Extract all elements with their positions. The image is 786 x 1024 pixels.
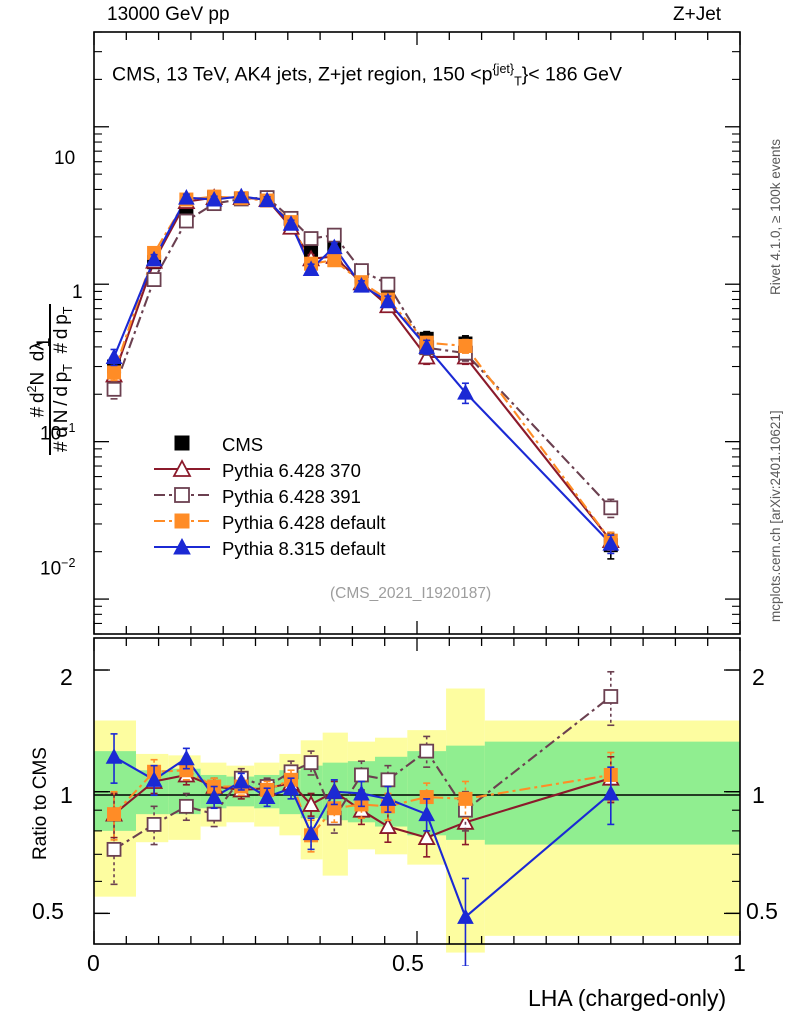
- main-ytick-label-1e-2: 10−2: [40, 556, 76, 580]
- header-left-energy: 13000 GeV pp: [107, 4, 230, 25]
- data-marker: [173, 537, 191, 555]
- data-marker: [303, 755, 319, 771]
- data-marker: [205, 788, 223, 805]
- legend-item-cms[interactable]: CMS: [222, 434, 263, 456]
- legend-label-p391: Pythia 6.428 391: [222, 486, 361, 507]
- plot-title-main: CMS, 13 TeV, AK4 jets, Z+jet region, 150…: [112, 63, 493, 86]
- data-marker: [172, 459, 192, 477]
- data-marker: [232, 772, 250, 789]
- data-marker: [282, 215, 300, 231]
- ratio-ytick-label-1-left: 1: [60, 782, 73, 808]
- data-marker: [379, 292, 397, 309]
- legend-label-pdefault: Pythia 6.428 default: [222, 512, 386, 533]
- data-marker: [105, 348, 123, 364]
- ratio-uncertainty-band-inner: [375, 756, 408, 827]
- plot-title-subscript: T: [514, 74, 522, 89]
- data-marker: [174, 435, 190, 451]
- ratio-yaxis-label-text: Ratio to CMS: [30, 747, 51, 860]
- data-marker: [325, 238, 343, 255]
- data-marker: [327, 253, 342, 268]
- legend-item-pdefault[interactable]: Pythia 6.428 default: [222, 512, 386, 534]
- data-marker: [178, 749, 195, 766]
- ratio-ytick-label-2-left: 2: [60, 664, 73, 690]
- data-marker: [602, 784, 620, 801]
- xtick-label-1: 1: [733, 950, 746, 976]
- data-marker: [258, 788, 276, 805]
- data-marker: [107, 807, 122, 822]
- legend-item-p391[interactable]: Pythia 6.428 391: [222, 486, 361, 508]
- xtick-label-0: 0: [87, 950, 100, 976]
- data-marker: [378, 817, 397, 834]
- data-marker: [206, 806, 222, 822]
- ratio-ytick-label-2-right: 2: [752, 664, 765, 690]
- plot-title-tail: }< 186 GeV: [521, 63, 622, 86]
- legend-item-p370[interactable]: Pythia 6.428 370: [222, 460, 361, 482]
- data-marker: [353, 784, 370, 801]
- data-marker: [457, 384, 474, 400]
- legend-markers: [154, 435, 210, 555]
- data-marker: [418, 338, 436, 354]
- data-marker: [105, 748, 123, 764]
- data-marker: [178, 798, 194, 814]
- data-marker: [354, 263, 369, 279]
- data-marker: [282, 779, 300, 796]
- data-marker: [603, 689, 619, 704]
- data-marker: [380, 276, 396, 292]
- data-marker: [303, 231, 319, 246]
- plot-title: CMS, 13 TeV, AK4 jets, Z+jet region, 150…: [112, 62, 622, 88]
- data-marker: [146, 817, 162, 832]
- data-marker: [419, 743, 435, 759]
- data-marker: [106, 841, 122, 857]
- data-marker: [380, 772, 396, 788]
- plot-title-superscript: {jet}: [492, 62, 515, 76]
- ratio-yaxis-label: Ratio to CMS: [30, 747, 52, 860]
- data-marker: [107, 365, 122, 380]
- legend-label-cms: CMS: [222, 434, 264, 455]
- data-marker: [302, 260, 320, 276]
- data-marker: [178, 213, 194, 229]
- data-marker: [174, 513, 190, 529]
- data-marker: [325, 783, 343, 799]
- data-marker: [232, 187, 250, 204]
- data-marker: [302, 824, 320, 841]
- data-marker: [174, 487, 190, 503]
- xaxis-label: LHA (charged-only): [528, 985, 727, 1011]
- legend-item-p8[interactable]: Pythia 8.315 default: [222, 538, 386, 560]
- data-marker: [354, 767, 369, 783]
- data-marker: [458, 339, 473, 354]
- main-plot-panel: [93, 31, 741, 635]
- legend-label-p370: Pythia 6.428 370: [222, 460, 361, 481]
- legend-label-p8: Pythia 8.315 default: [222, 538, 386, 559]
- data-marker: [457, 908, 474, 924]
- ratio-ytick-label-05-left: 0.5: [32, 898, 64, 924]
- data-marker: [418, 805, 436, 822]
- ratio-ytick-label-05-right: 0.5: [746, 898, 778, 924]
- data-marker: [258, 191, 276, 208]
- header-right-process: Z+Jet: [673, 4, 722, 25]
- main-ytick-label-1: 1: [72, 282, 83, 303]
- data-marker: [178, 189, 195, 205]
- data-marker: [458, 791, 473, 806]
- xtick-label-05: 0.5: [392, 950, 424, 976]
- ratio-ytick-label-1-right: 1: [752, 782, 765, 808]
- data-marker: [205, 190, 223, 207]
- data-marker: [145, 771, 163, 787]
- analysis-id-watermark: (CMS_2021_I1920187): [330, 585, 492, 602]
- data-marker: [379, 790, 397, 806]
- data-marker: [145, 250, 163, 267]
- data-marker: [146, 272, 162, 287]
- ratio-plot-panel: [93, 637, 741, 966]
- data-marker: [417, 828, 436, 845]
- data-marker: [106, 381, 122, 397]
- data-marker: [603, 500, 619, 516]
- data-marker: [602, 535, 620, 551]
- data-marker: [353, 277, 370, 293]
- data-marker: [417, 347, 436, 365]
- main-ytick-label-10: 10: [54, 148, 76, 169]
- data-marker: [302, 795, 321, 812]
- main-ytick-label-1e-1: 10−1: [40, 421, 76, 445]
